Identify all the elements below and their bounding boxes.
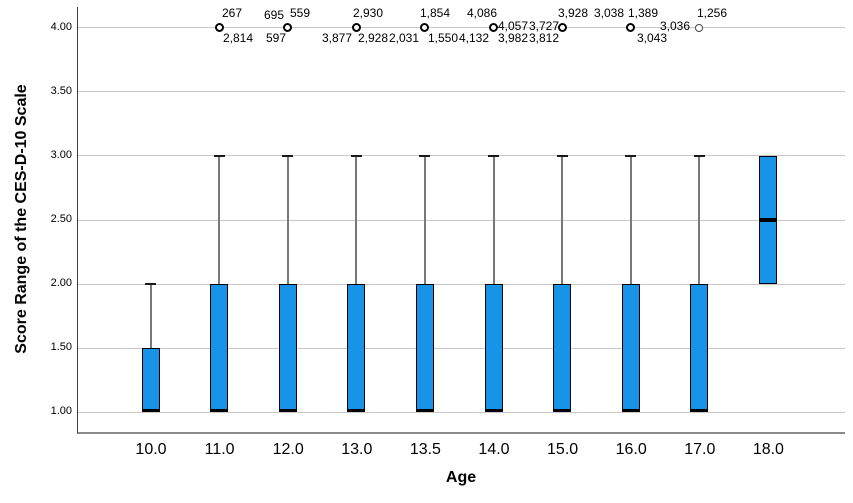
outlier-circle-age-16.0: [626, 23, 636, 33]
x-tick-label: 15.0: [547, 441, 579, 458]
whisker-stem: [492, 155, 495, 285]
plot-area: [77, 7, 845, 434]
whisker-cap: [213, 154, 225, 157]
whisker-cap: [282, 154, 294, 157]
whisker-stem: [629, 155, 632, 285]
median-line: [621, 408, 640, 413]
median-line: [210, 408, 229, 413]
outlier-circle-age-17.0: [695, 23, 704, 32]
box-age-16.0: [621, 284, 640, 413]
y-tick-label: 1.50: [50, 341, 72, 354]
y-tick-label: 3.50: [50, 84, 72, 97]
gridline: [78, 219, 845, 221]
box-age-13.5: [415, 284, 434, 413]
gridline: [78, 347, 845, 349]
x-tick-label: 16.0: [615, 441, 647, 458]
box-age-10.0: [141, 348, 160, 413]
x-tick-label: 12.0: [272, 441, 304, 458]
whisker-stem: [286, 155, 289, 285]
median-line: [690, 408, 709, 413]
y-tick-label: 3.00: [50, 148, 72, 161]
whisker-cap: [693, 154, 705, 157]
whisker-cap: [625, 154, 637, 157]
box-age-11.0: [210, 284, 229, 413]
whisker-cap: [556, 154, 568, 157]
outlier-circle-age-11.0: [214, 23, 224, 33]
whisker-cap: [488, 154, 499, 157]
x-tick-label: 11.0: [204, 441, 235, 458]
box-age-13.0: [347, 284, 366, 413]
box-age-15.0: [553, 284, 572, 413]
gridline: [78, 283, 845, 285]
y-tick-label: 2.50: [50, 213, 72, 225]
whisker-cap: [419, 154, 431, 157]
gridline: [78, 27, 845, 29]
outlier-circle-age-12.0: [283, 23, 293, 33]
box-age-12.0: [278, 284, 297, 413]
whisker-cap: [145, 283, 156, 286]
median-line: [758, 218, 777, 222]
gridline: [78, 411, 845, 413]
median-line: [141, 408, 160, 413]
box-age-17.0: [690, 284, 709, 413]
whisker-stem: [561, 155, 564, 285]
x-tick-label: 17.0: [684, 441, 716, 458]
x-tick-label: 13.5: [409, 441, 441, 458]
y-tick-label: 1.00: [50, 405, 72, 418]
outlier-circle-age-14.0: [489, 23, 498, 33]
outlier-circle-age-15.0: [557, 23, 567, 33]
whisker-stem: [698, 155, 701, 285]
x-tick-label: 10.0: [135, 441, 167, 458]
median-line: [553, 408, 572, 413]
box-age-14.0: [484, 284, 503, 413]
gridline: [78, 91, 845, 93]
whisker-stem: [423, 155, 426, 285]
x-tick-label: 18.0: [752, 441, 784, 458]
median-line: [415, 408, 434, 413]
outlier-circle-age-13.0: [351, 23, 361, 33]
y-axis-title: Score Range of the CES-D-10 Scale: [13, 84, 30, 354]
outlier-circle-age-13.5: [420, 23, 430, 33]
x-axis-title: Age: [445, 469, 477, 486]
y-tick-label: 4.00: [50, 20, 72, 33]
x-tick-label: 14.0: [478, 441, 510, 458]
gridline: [78, 155, 845, 157]
whisker-stem: [149, 284, 152, 349]
median-line: [484, 408, 503, 413]
x-tick-label: 13.0: [341, 441, 373, 458]
median-line: [347, 408, 366, 413]
median-line: [278, 408, 297, 413]
y-tick-label: 2.00: [50, 277, 72, 290]
whisker-stem: [355, 155, 358, 285]
whisker-stem: [218, 155, 221, 285]
whisker-cap: [350, 154, 362, 157]
